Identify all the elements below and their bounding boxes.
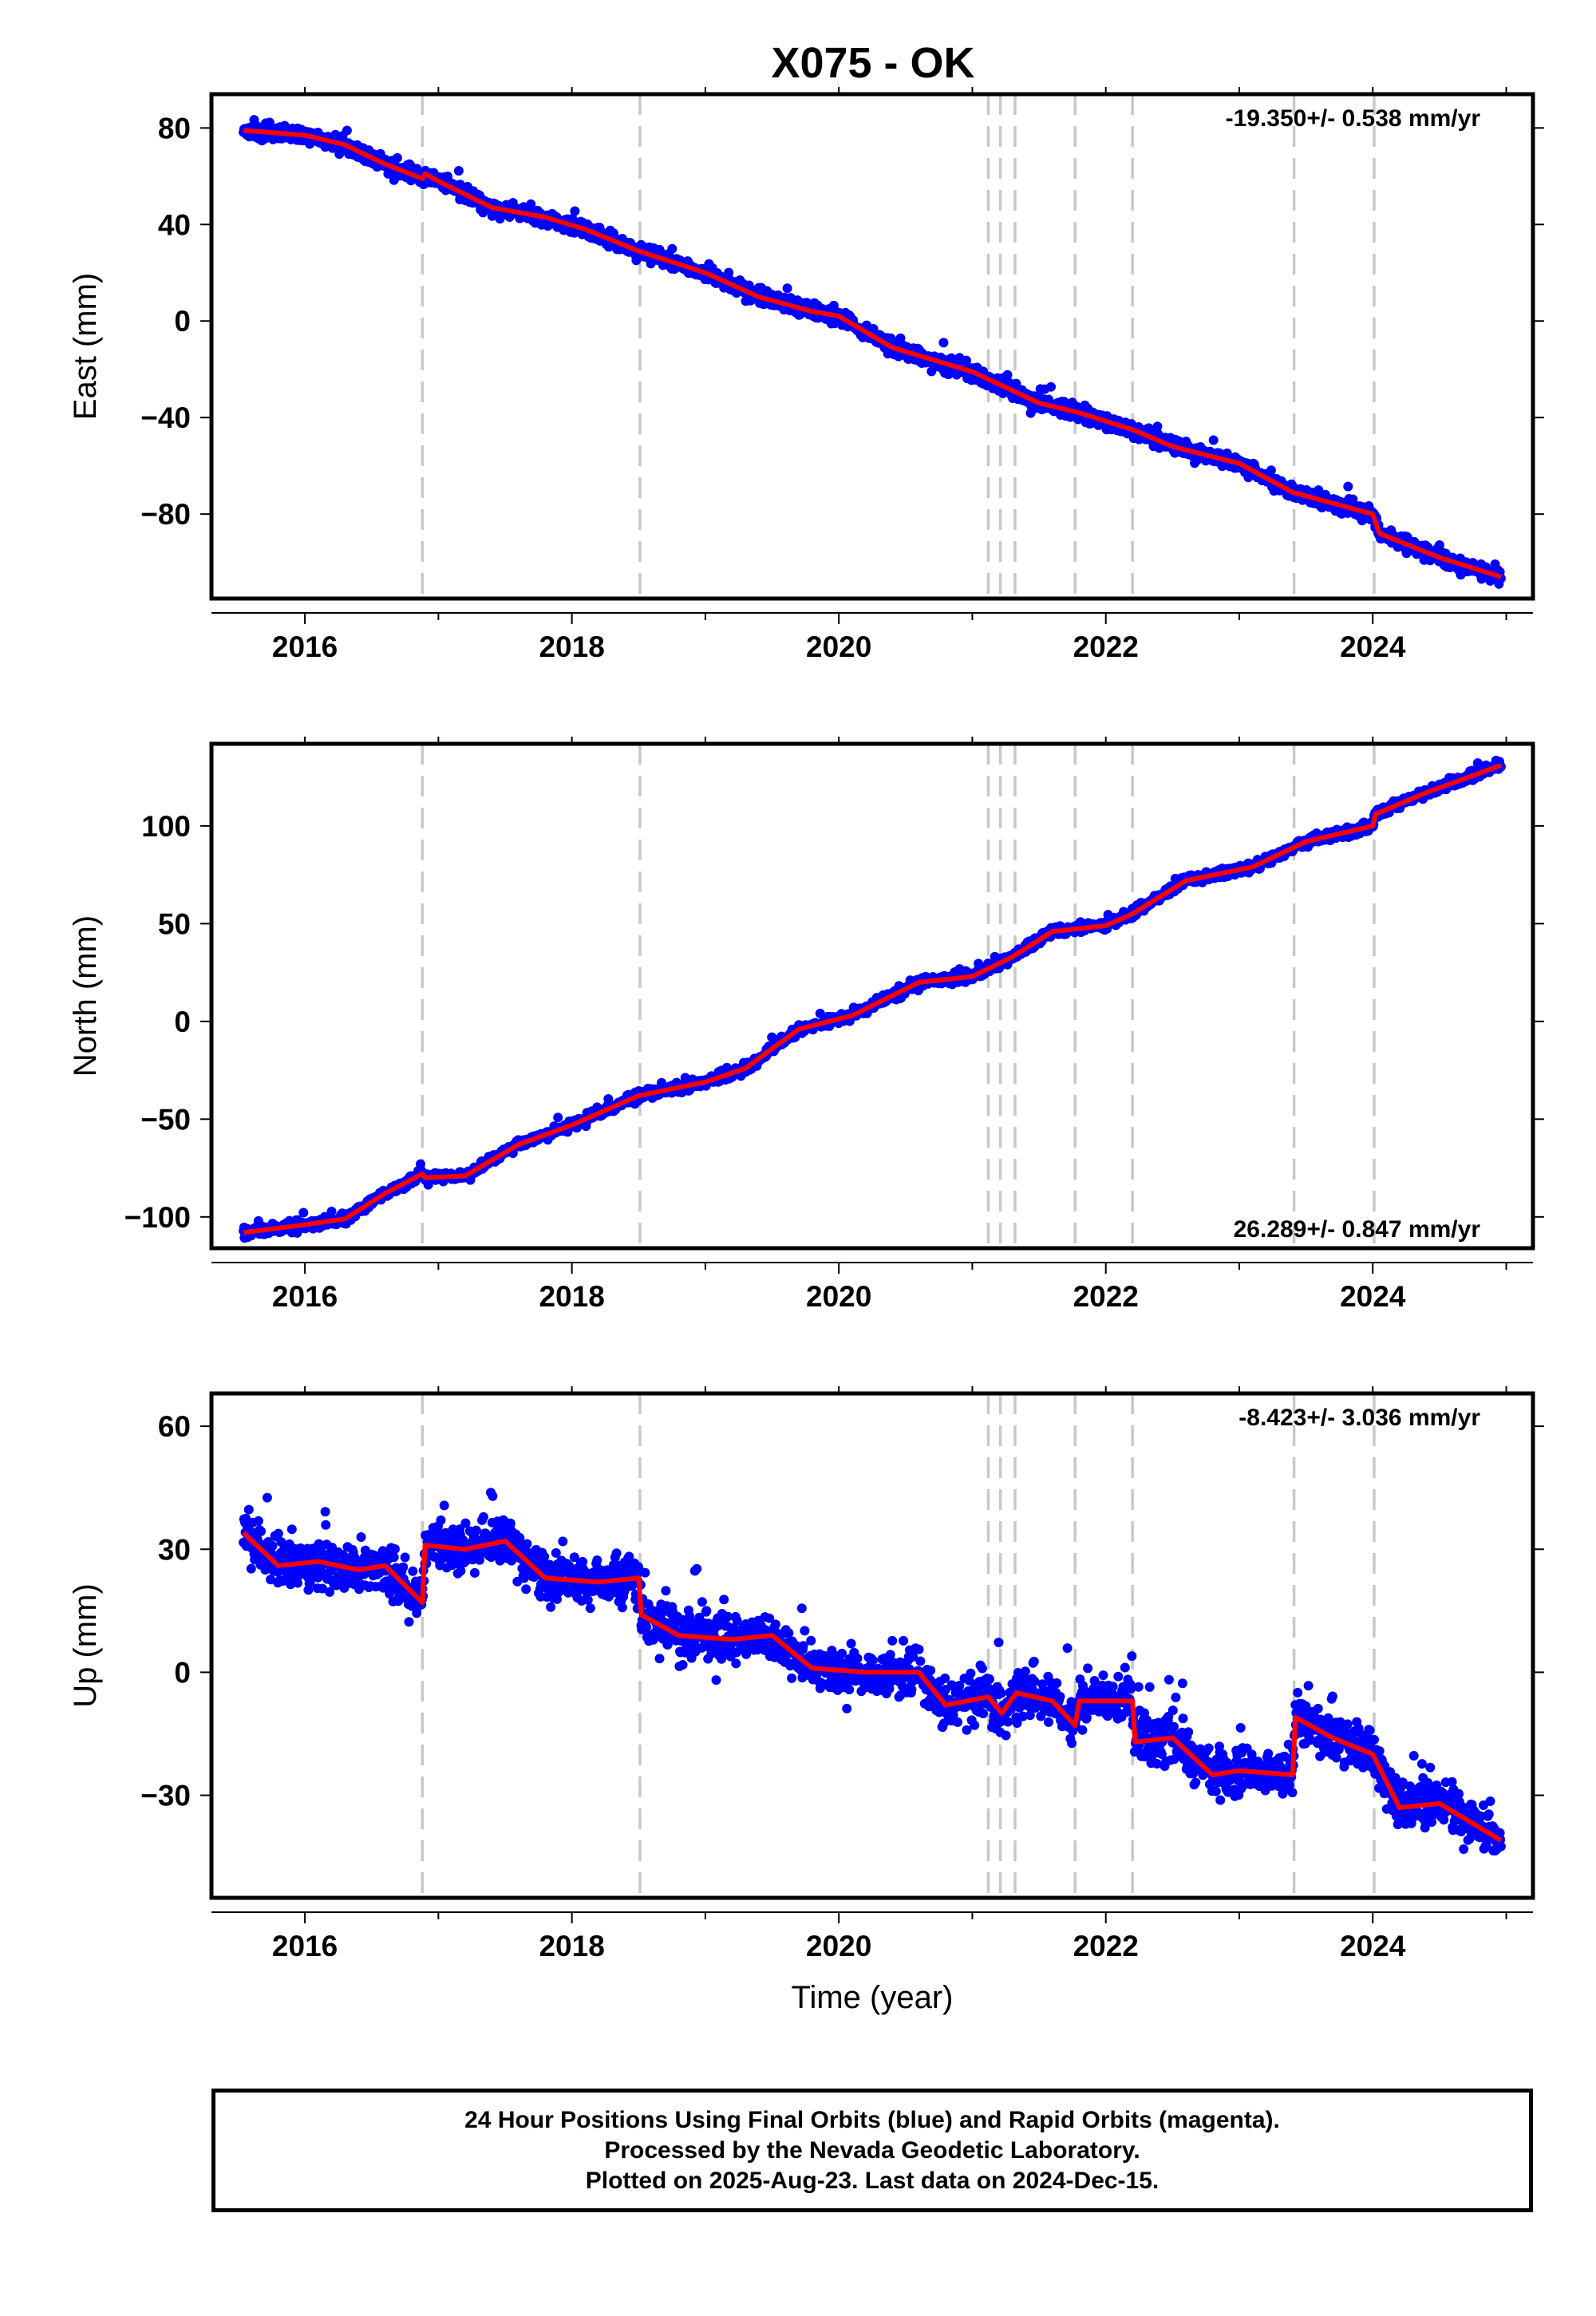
- data-point: [926, 366, 937, 377]
- data-point: [815, 1008, 825, 1018]
- plot-area: [239, 94, 1506, 599]
- data-point: [631, 255, 642, 266]
- y-tick-label: 0: [174, 305, 191, 338]
- y-tick-label: −80: [140, 498, 191, 531]
- data-point: [1002, 370, 1013, 380]
- panel-east: 2016 2018 2020 2022 2024 80 40 0 −40 −80 East (mm)…: [68, 87, 1544, 663]
- data-points: [239, 755, 1506, 1243]
- y-axis-label: East (mm): [68, 273, 103, 420]
- x-tick-label: 2022: [1073, 630, 1139, 663]
- data-point: [1152, 421, 1163, 432]
- x-tick-label: 2016: [272, 630, 338, 663]
- data-point: [961, 355, 971, 366]
- chart-title: X075 - OK: [771, 39, 974, 87]
- data-point: [1046, 381, 1056, 392]
- plot-area: [239, 744, 1506, 1248]
- data-point: [553, 1113, 563, 1123]
- data-point: [326, 1207, 337, 1216]
- model-line: [243, 128, 1502, 579]
- panel-frame: [209, 92, 1535, 601]
- data-point: [392, 152, 402, 163]
- data-point: [342, 125, 352, 136]
- data-points: [239, 115, 1506, 589]
- panels: 2016 2018 2020 2022 2024 80 40 0 −40 −80 East (mm)…: [68, 87, 1544, 2015]
- x-tick-label: 2020: [806, 630, 871, 663]
- data-point: [1266, 465, 1276, 476]
- y-tick-label: −40: [140, 401, 191, 434]
- data-point: [1208, 435, 1219, 445]
- data-point: [570, 206, 580, 216]
- data-point: [938, 338, 949, 348]
- data-point: [298, 1207, 309, 1218]
- data-point: [1348, 494, 1358, 504]
- data-point: [667, 243, 678, 254]
- data-point: [1343, 481, 1353, 492]
- x-tick-label: 2024: [1340, 630, 1406, 663]
- y-tick-label: 80: [158, 112, 191, 144]
- x-tick-label: 2018: [539, 630, 604, 663]
- y-tick-label: 40: [158, 208, 191, 241]
- data-point: [782, 283, 792, 294]
- data-point: [453, 166, 464, 176]
- velocity-label: -19.350+/- 0.538 mm/yr: [1226, 105, 1481, 132]
